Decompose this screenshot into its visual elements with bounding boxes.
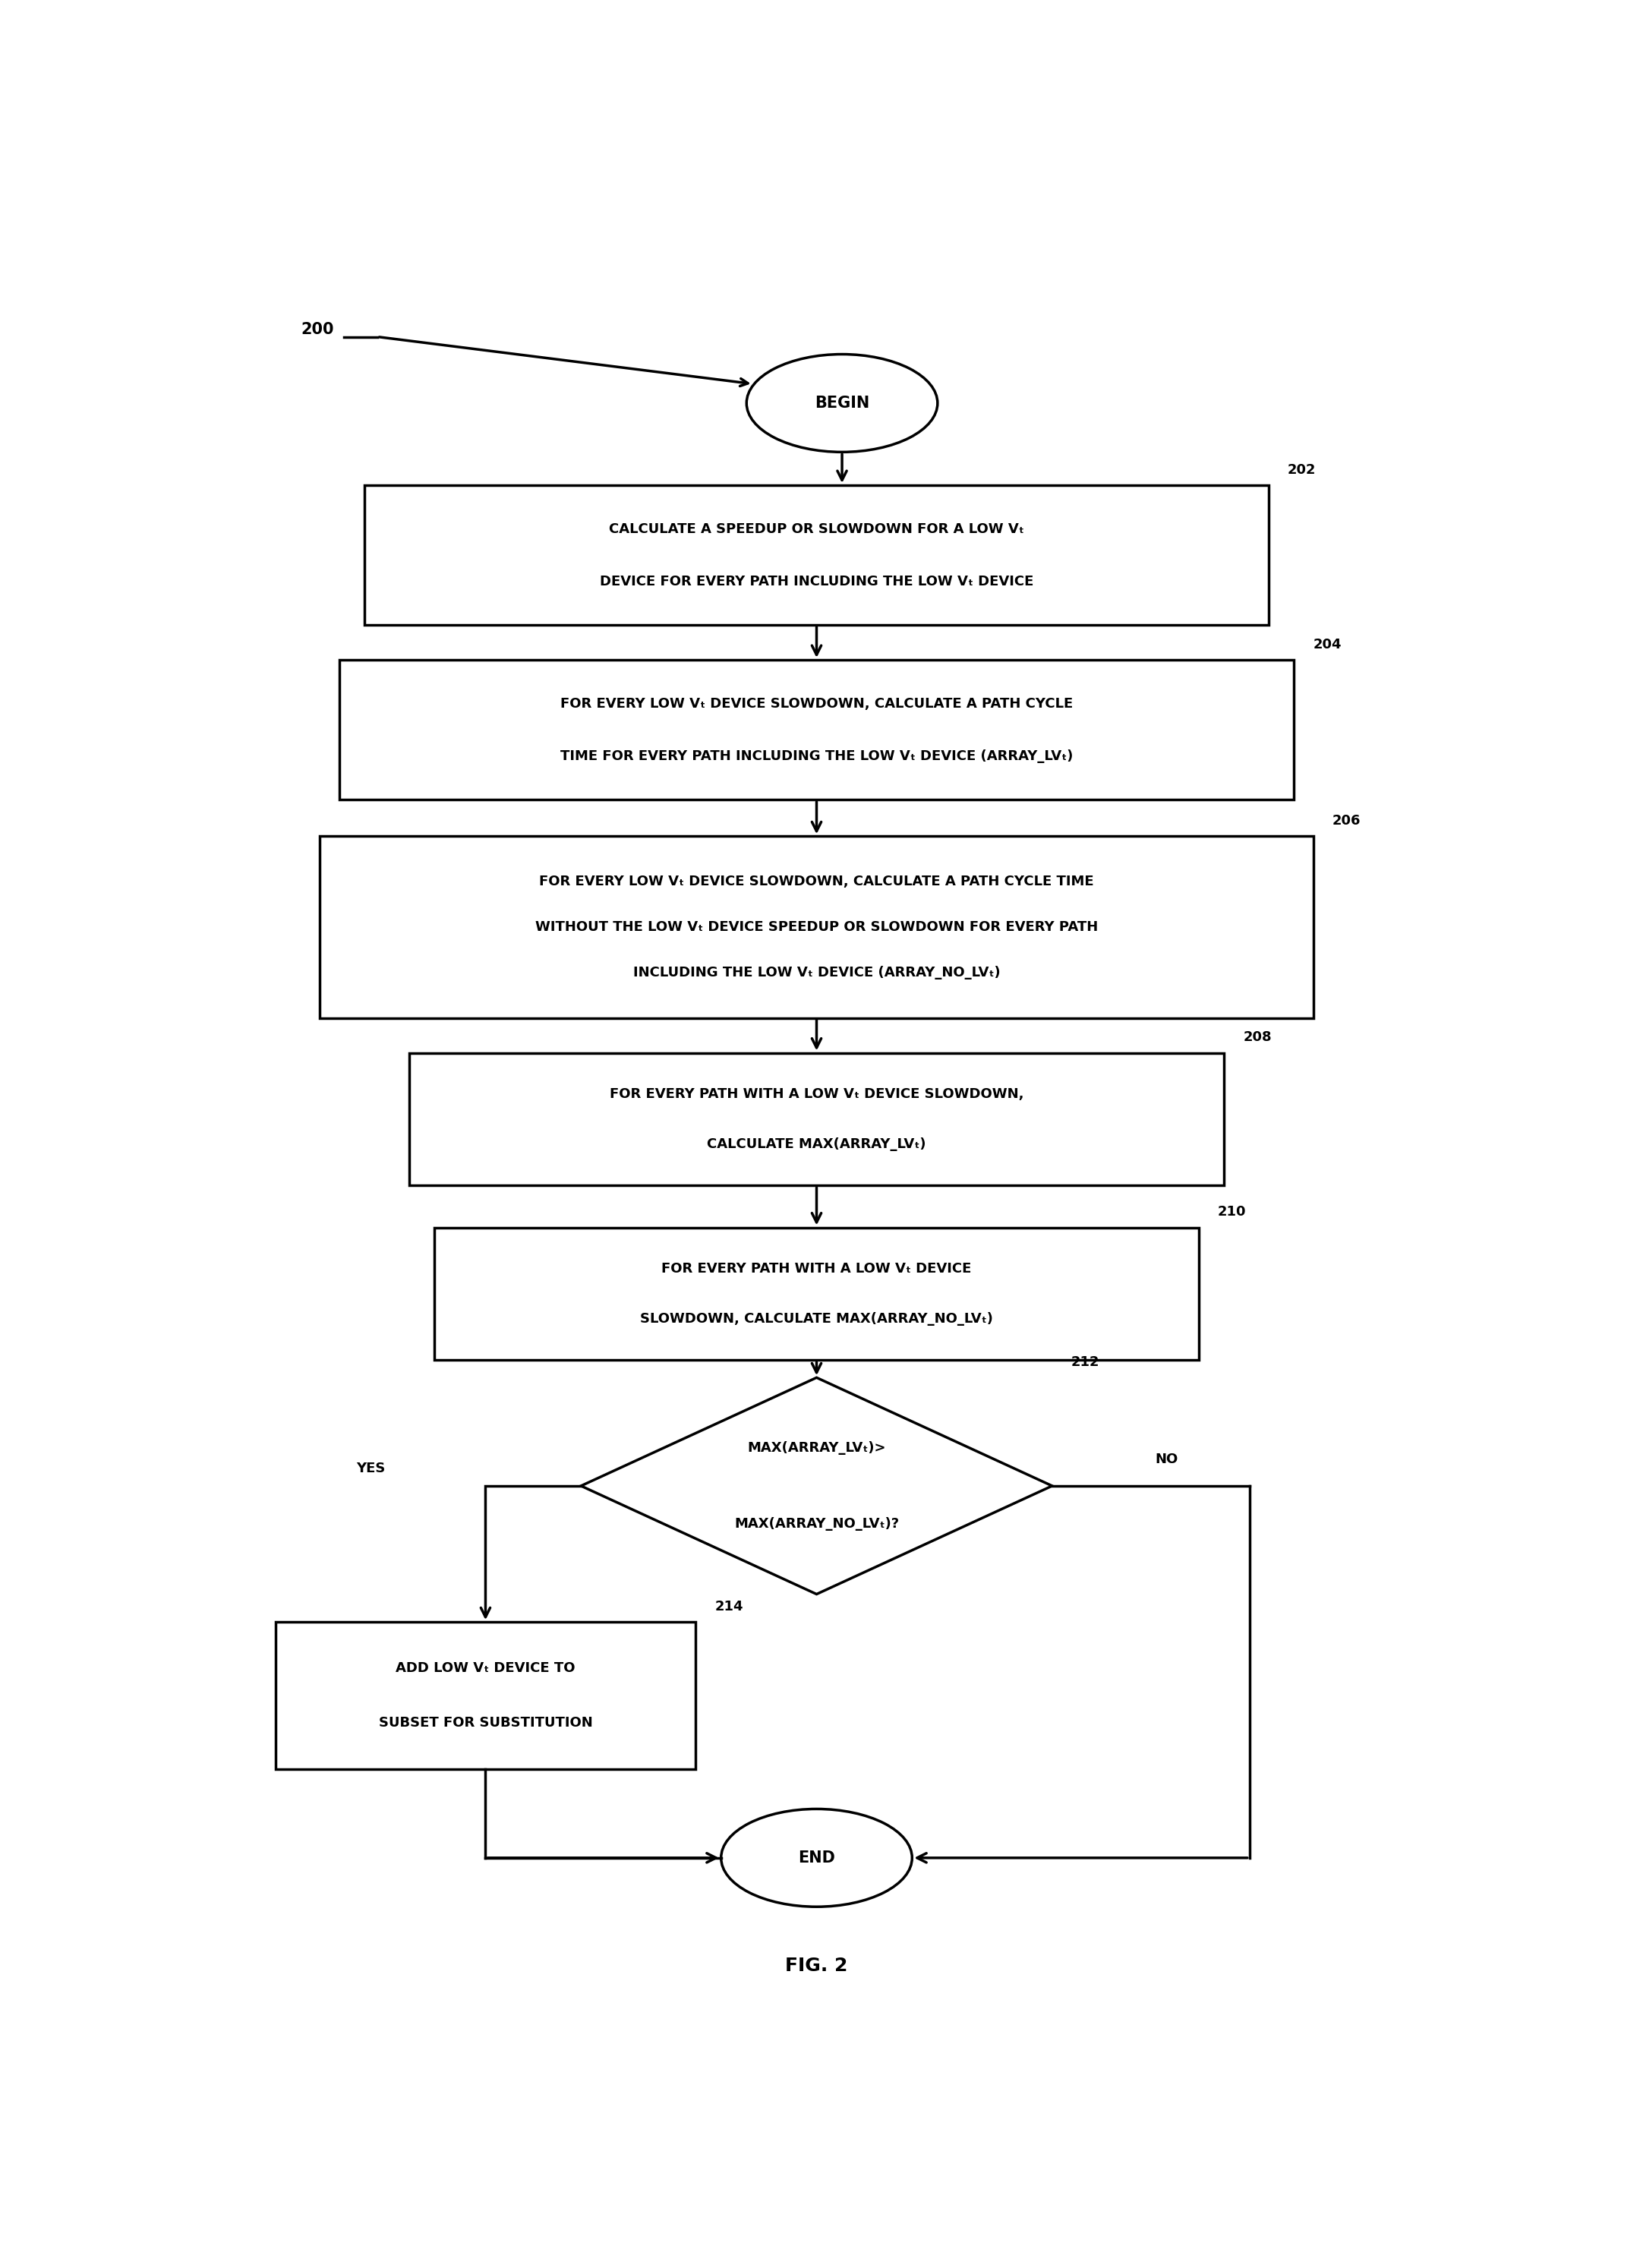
FancyBboxPatch shape — [365, 485, 1268, 626]
Text: FOR EVERY LOW Vₜ DEVICE SLOWDOWN, CALCULATE A PATH CYCLE TIME: FOR EVERY LOW Vₜ DEVICE SLOWDOWN, CALCUL… — [539, 875, 1094, 889]
FancyBboxPatch shape — [434, 1227, 1199, 1361]
Text: FOR EVERY PATH WITH A LOW Vₜ DEVICE SLOWDOWN,: FOR EVERY PATH WITH A LOW Vₜ DEVICE SLOW… — [610, 1086, 1024, 1100]
Text: CALCULATE A SPEEDUP OR SLOWDOWN FOR A LOW Vₜ: CALCULATE A SPEEDUP OR SLOWDOWN FOR A LO… — [610, 522, 1024, 535]
Text: 202: 202 — [1288, 463, 1316, 476]
Text: INCLUDING THE LOW Vₜ DEVICE (ARRAY_NO_LVₜ): INCLUDING THE LOW Vₜ DEVICE (ARRAY_NO_LV… — [633, 966, 1001, 980]
Text: 200: 200 — [301, 322, 334, 338]
FancyBboxPatch shape — [320, 837, 1313, 1018]
Text: 210: 210 — [1217, 1204, 1245, 1218]
Text: DEVICE FOR EVERY PATH INCLUDING THE LOW Vₜ DEVICE: DEVICE FOR EVERY PATH INCLUDING THE LOW … — [600, 574, 1033, 587]
Ellipse shape — [746, 354, 938, 451]
Text: ADD LOW Vₜ DEVICE TO: ADD LOW Vₜ DEVICE TO — [396, 1660, 575, 1674]
Text: 206: 206 — [1332, 814, 1360, 828]
FancyBboxPatch shape — [338, 660, 1295, 801]
Text: 212: 212 — [1071, 1356, 1099, 1370]
Text: FOR EVERY PATH WITH A LOW Vₜ DEVICE: FOR EVERY PATH WITH A LOW Vₜ DEVICE — [662, 1261, 971, 1275]
Text: 208: 208 — [1244, 1030, 1272, 1043]
Text: MAX(ARRAY_LVₜ)>: MAX(ARRAY_LVₜ)> — [748, 1440, 886, 1454]
Text: TIME FOR EVERY PATH INCLUDING THE LOW Vₜ DEVICE (ARRAY_LVₜ): TIME FOR EVERY PATH INCLUDING THE LOW Vₜ… — [560, 748, 1073, 762]
Text: SUBSET FOR SUBSTITUTION: SUBSET FOR SUBSTITUTION — [378, 1717, 593, 1730]
Text: YES: YES — [357, 1461, 386, 1474]
Text: MAX(ARRAY_NO_LVₜ)?: MAX(ARRAY_NO_LVₜ)? — [734, 1517, 899, 1531]
Text: END: END — [798, 1851, 835, 1867]
FancyBboxPatch shape — [409, 1052, 1224, 1186]
Text: BEGIN: BEGIN — [815, 395, 869, 411]
Text: 214: 214 — [715, 1599, 743, 1613]
Text: FOR EVERY LOW Vₜ DEVICE SLOWDOWN, CALCULATE A PATH CYCLE: FOR EVERY LOW Vₜ DEVICE SLOWDOWN, CALCUL… — [560, 696, 1073, 710]
Polygon shape — [582, 1377, 1052, 1594]
Ellipse shape — [721, 1810, 912, 1907]
Text: 204: 204 — [1313, 637, 1342, 651]
Text: CALCULATE MAX(ARRAY_LVₜ): CALCULATE MAX(ARRAY_LVₜ) — [706, 1136, 927, 1150]
FancyBboxPatch shape — [276, 1622, 695, 1769]
Text: SLOWDOWN, CALCULATE MAX(ARRAY_NO_LVₜ): SLOWDOWN, CALCULATE MAX(ARRAY_NO_LVₜ) — [641, 1311, 992, 1325]
Text: WITHOUT THE LOW Vₜ DEVICE SPEEDUP OR SLOWDOWN FOR EVERY PATH: WITHOUT THE LOW Vₜ DEVICE SPEEDUP OR SLO… — [536, 921, 1098, 934]
Text: NO: NO — [1155, 1454, 1178, 1467]
Text: FIG. 2: FIG. 2 — [785, 1957, 848, 1975]
